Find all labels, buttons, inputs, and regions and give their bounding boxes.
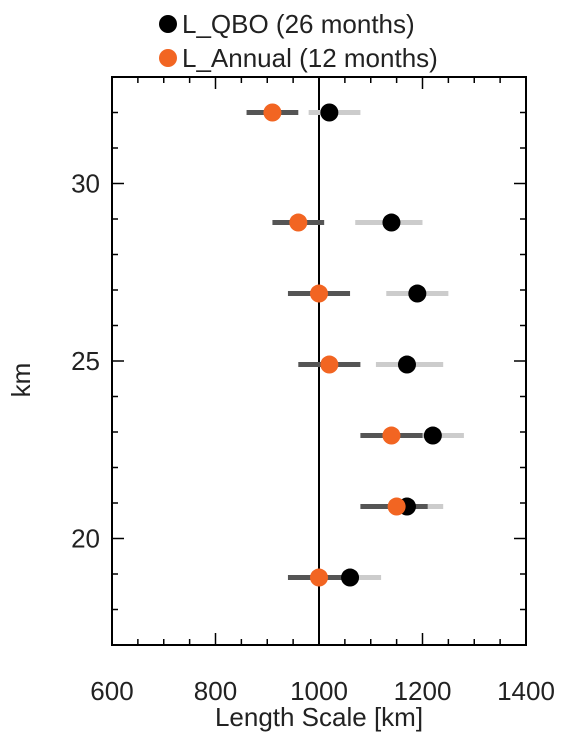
x-tick-label: 1400: [497, 676, 555, 706]
point-annual: [382, 426, 401, 445]
point-annual: [310, 284, 328, 303]
legend-label-annual: L_Annual (12 months): [182, 43, 438, 73]
point-qbo: [382, 213, 401, 232]
axis-ticks: [111, 76, 527, 646]
x-tick-labels: 600 800 1000 1200 1400: [90, 676, 555, 706]
legend-marker-annual: [159, 49, 177, 67]
y-tick-label: 30: [71, 169, 100, 199]
point-qbo: [408, 284, 427, 303]
point-qbo: [423, 426, 442, 445]
legend-label-qbo: L_QBO (26 months): [182, 9, 415, 39]
legend-marker-qbo: [159, 15, 177, 33]
x-tick-label: 1200: [394, 676, 452, 706]
x-tick-label: 600: [90, 676, 133, 706]
y-tick-label: 20: [71, 524, 100, 554]
x-axis-title: Length Scale [km]: [215, 702, 423, 732]
point-annual: [387, 497, 406, 516]
error-bars: [246, 110, 464, 581]
point-annual: [320, 355, 339, 374]
point-annual: [310, 568, 328, 587]
x-tick-label: 800: [194, 676, 237, 706]
point-annual: [289, 213, 308, 232]
point-qbo: [397, 355, 416, 374]
y-tick-label: 25: [71, 346, 100, 376]
legend: L_QBO (26 months) L_Annual (12 months): [159, 9, 438, 73]
y-axis-title: km: [6, 363, 36, 398]
x-tick-label: 1000: [290, 676, 348, 706]
data-points: [263, 103, 442, 587]
point-annual: [263, 103, 282, 122]
point-qbo: [320, 103, 339, 122]
point-qbo: [341, 568, 360, 587]
y-tick-labels: 20 25 30: [71, 169, 100, 554]
